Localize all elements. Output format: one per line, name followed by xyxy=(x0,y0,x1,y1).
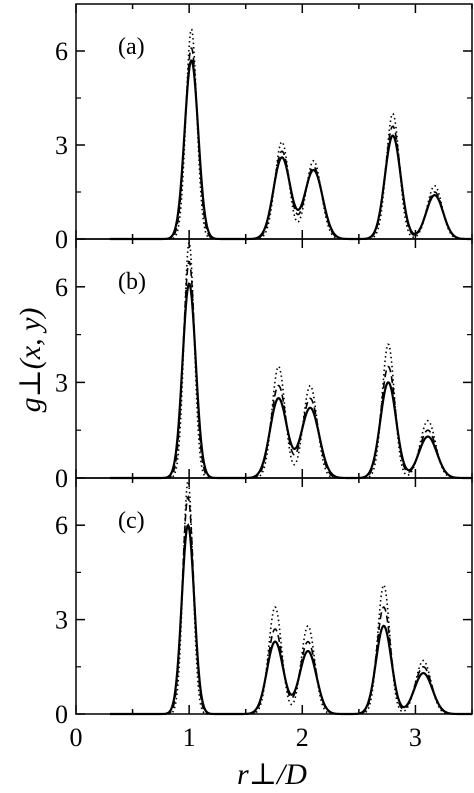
panel-1: 0 3 6 (a) xyxy=(55,3,473,254)
panel-3: 0 3 6 (c) xyxy=(55,477,473,729)
x-axis-title: r⊥/D xyxy=(237,758,307,791)
panel-label: (a) xyxy=(118,34,145,60)
panel-label: (b) xyxy=(118,269,146,295)
series-line-dashed xyxy=(109,495,472,715)
series-line-dotted xyxy=(109,478,472,715)
series-line-solid xyxy=(109,282,472,480)
y-tick-label: 6 xyxy=(55,37,68,66)
y-tick-label: 0 xyxy=(55,464,68,493)
series-line-solid xyxy=(109,523,472,716)
panel-label: (c) xyxy=(118,508,145,534)
series-line-dotted xyxy=(109,241,472,479)
x-tick-label: 3 xyxy=(409,723,422,752)
y-tick-label: 6 xyxy=(55,273,68,302)
series-line-solid xyxy=(109,59,472,241)
y-tick-label: 0 xyxy=(55,700,68,729)
series-line-dashed xyxy=(109,47,472,240)
series-line-dashed xyxy=(109,260,472,479)
y-tick-label: 3 xyxy=(55,606,68,635)
series-line-dotted xyxy=(109,28,472,240)
y-tick-label: 3 xyxy=(55,368,68,397)
plot-frame xyxy=(75,477,473,715)
y-tick-label: 6 xyxy=(55,511,68,540)
x-tick-label: 2 xyxy=(296,723,309,752)
y-axis-title: g⊥(x, y) xyxy=(14,308,47,413)
y-tick-label: 0 xyxy=(55,225,68,254)
y-tick-label: 3 xyxy=(55,131,68,160)
panel-2: 0 3 6 (b) xyxy=(55,238,473,493)
x-tick-label: 0 xyxy=(70,723,83,752)
x-tick-label: 1 xyxy=(183,723,196,752)
